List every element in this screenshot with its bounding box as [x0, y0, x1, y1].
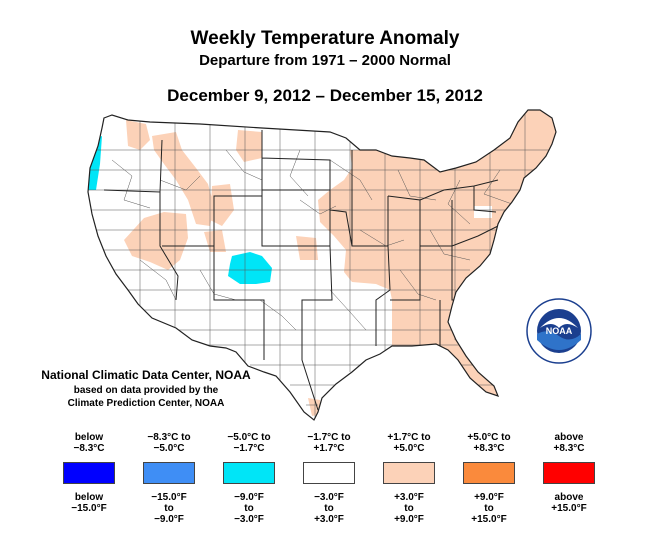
- warm-region-florida: [452, 340, 494, 396]
- warm-region-wyo-south: [210, 184, 234, 226]
- credit-line-1: National Climatic Data Center, NOAA: [41, 368, 251, 382]
- division-boundaries: [88, 112, 556, 418]
- legend-swatch: [463, 462, 515, 484]
- state-boundaries: [103, 130, 499, 411]
- map-title: Weekly Temperature Anomaly: [190, 28, 460, 49]
- warm-region-idaho-montana: [152, 132, 214, 226]
- noaa-logo-text: NOAA: [546, 326, 573, 336]
- legend-item: +5.0°C to +8.3°C +9.0°F to +15.0°F: [445, 432, 533, 525]
- legend-item: below −8.3°C below −15.0°F: [45, 432, 133, 514]
- map-subtitle: Departure from 1971 – 2000 Normal: [199, 52, 451, 69]
- us-outline: [87, 109, 557, 421]
- legend-swatch: [63, 462, 115, 484]
- legend-swatch: [543, 462, 595, 484]
- credits: National Climatic Data Center, NOAA base…: [26, 368, 266, 409]
- warm-region-oregon: [126, 120, 150, 150]
- warm-region-wyoming: [236, 130, 262, 162]
- legend-item: −8.3°C to −5.0°C −15.0°F to −9.0°F: [125, 432, 213, 525]
- warm-region-colorado-east: [296, 236, 318, 260]
- legend-item: −1.7°C to +1.7°C −3.0°F to +3.0°F: [285, 432, 373, 525]
- normal-patch-pa: [474, 206, 492, 218]
- legend-swatch: [303, 462, 355, 484]
- noaa-logo: NOAA: [526, 298, 592, 364]
- legend-swatch: [383, 462, 435, 484]
- legend-swatch: [223, 462, 275, 484]
- warm-region-east: [318, 110, 556, 396]
- credit-line-2: based on data provided by the: [73, 385, 219, 396]
- legend: below −8.3°C below −15.0°F −8.3°C to −5.0°C…: [45, 432, 640, 532]
- legend-item: −5.0°C to −1.7°C −9.0°F to −3.0°F: [205, 432, 293, 525]
- legend-swatch: [143, 462, 195, 484]
- legend-item: +1.7°C to +5.0°C +3.0°F to +9.0°F: [365, 432, 453, 525]
- credit-line-3: Climate Prediction Center, NOAA: [67, 398, 225, 409]
- date-range: December 9, 2012 – December 15, 2012: [167, 86, 483, 105]
- legend-item: above +8.3°C above +15.0°F: [525, 432, 613, 514]
- cold-region-colorado: [228, 252, 272, 284]
